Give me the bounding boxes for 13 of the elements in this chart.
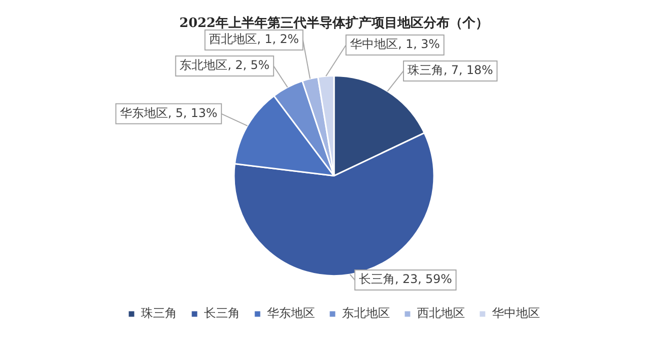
- data-label: 华中地区, 1, 3%: [350, 37, 440, 52]
- legend-label: 华中地区: [492, 306, 540, 320]
- chart-title: 2022年上半年第三代半导体扩产项目地区分布（个）: [179, 15, 489, 32]
- legend-label: 西北地区: [417, 306, 465, 320]
- data-label: 西北地区, 1, 2%: [208, 32, 299, 46]
- legend-label: 东北地区: [342, 306, 390, 320]
- legend-label: 珠三角: [141, 306, 177, 320]
- data-label: 华东地区, 5, 13%: [120, 106, 218, 120]
- data-label: 长三角, 23, 59%: [358, 272, 452, 286]
- data-label: 东北地区, 2, 5%: [180, 58, 270, 72]
- legend-label: 华东地区: [267, 306, 315, 320]
- data-label: 珠三角, 7, 18%: [407, 63, 494, 78]
- legend-label: 长三角: [204, 306, 240, 320]
